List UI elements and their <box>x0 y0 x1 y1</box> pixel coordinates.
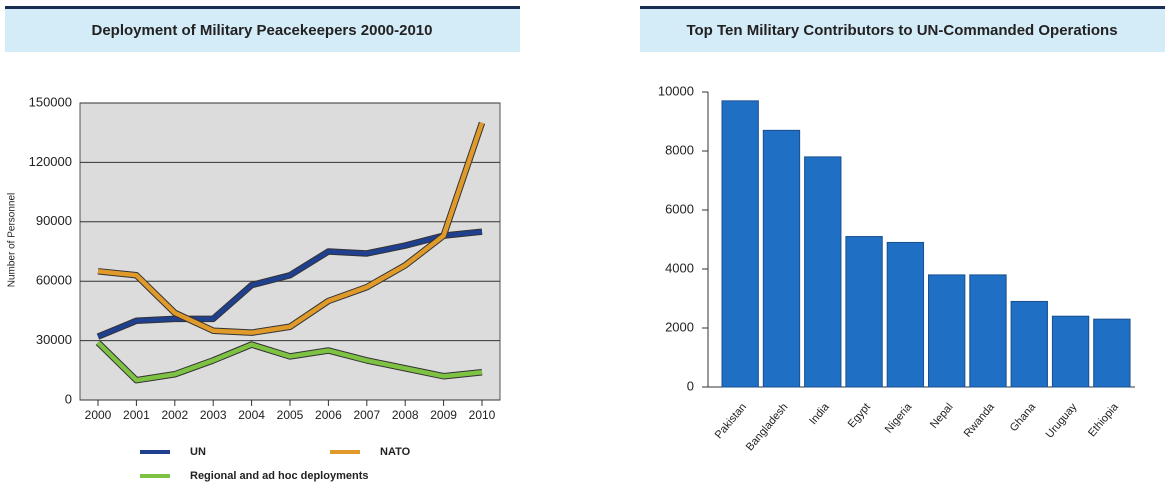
x-tick-label: Uruguay <box>1044 401 1080 441</box>
x-tick-label: 2009 <box>430 408 457 422</box>
x-tick-label: 2008 <box>392 408 419 422</box>
y-axis-label: Number of Personnel <box>7 193 18 288</box>
bar <box>928 274 966 388</box>
bar <box>845 236 883 388</box>
x-tick-label: 2007 <box>353 408 380 422</box>
x-tick-label: 2004 <box>238 408 265 422</box>
series-line <box>96 340 483 383</box>
bar <box>1093 318 1131 388</box>
series-line <box>97 122 485 335</box>
series-line <box>97 229 483 339</box>
y-tick-label: 10000 <box>658 83 694 98</box>
chart-title: Deployment of Military Peacekeepers 2000… <box>91 22 432 39</box>
y-tick-label: 2000 <box>665 319 694 334</box>
y-tick-label: 60000 <box>36 273 72 288</box>
chart-title: Top Ten Military Contributors to UN-Comm… <box>686 22 1117 39</box>
title-rule <box>640 6 1165 9</box>
bar <box>969 274 1007 388</box>
plot-area <box>79 102 501 401</box>
x-tick-label: 2010 <box>469 408 496 422</box>
x-tick-label: Pakistan <box>713 401 749 441</box>
y-tick-label: 30000 <box>36 332 72 347</box>
bar <box>886 241 925 388</box>
x-tick-label: Nigeria <box>883 400 915 435</box>
x-tick-label: 2002 <box>161 408 188 422</box>
bar <box>1051 315 1090 388</box>
x-tick-label: Ethiopia <box>1086 400 1121 439</box>
y-tick-label: 0 <box>687 378 694 393</box>
legend-label: Regional and ad hoc deployments <box>190 470 368 482</box>
x-tick-label: 2006 <box>315 408 342 422</box>
y-tick-label: 0 <box>65 391 72 406</box>
title-band <box>640 8 1165 52</box>
bar <box>1010 300 1048 388</box>
y-tick-label: 120000 <box>29 154 72 169</box>
legend-label: NATO <box>380 446 411 458</box>
y-tick-label: 150000 <box>29 94 72 109</box>
title-rule <box>5 6 520 9</box>
x-tick-label: Ghana <box>1008 400 1039 434</box>
x-tick-label: 2005 <box>277 408 304 422</box>
bar <box>762 129 801 388</box>
x-tick-label: Nepal <box>928 401 956 431</box>
x-tick-label: Egypt <box>846 401 873 430</box>
x-tick-label: 2003 <box>200 408 227 422</box>
x-tick-label: Bangladesh <box>744 401 791 453</box>
title-band <box>5 8 520 52</box>
y-tick-label: 90000 <box>36 213 72 228</box>
x-tick-label: India <box>807 400 832 427</box>
y-tick-label: 6000 <box>665 201 694 216</box>
legend-label: UN <box>190 446 206 458</box>
bar <box>804 156 842 388</box>
x-tick-label: Rwanda <box>962 400 998 439</box>
x-tick-label: 2000 <box>85 408 112 422</box>
bar <box>721 100 759 388</box>
y-tick-label: 8000 <box>665 142 694 157</box>
y-tick-label: 4000 <box>665 260 694 275</box>
x-tick-label: 2001 <box>123 408 150 422</box>
